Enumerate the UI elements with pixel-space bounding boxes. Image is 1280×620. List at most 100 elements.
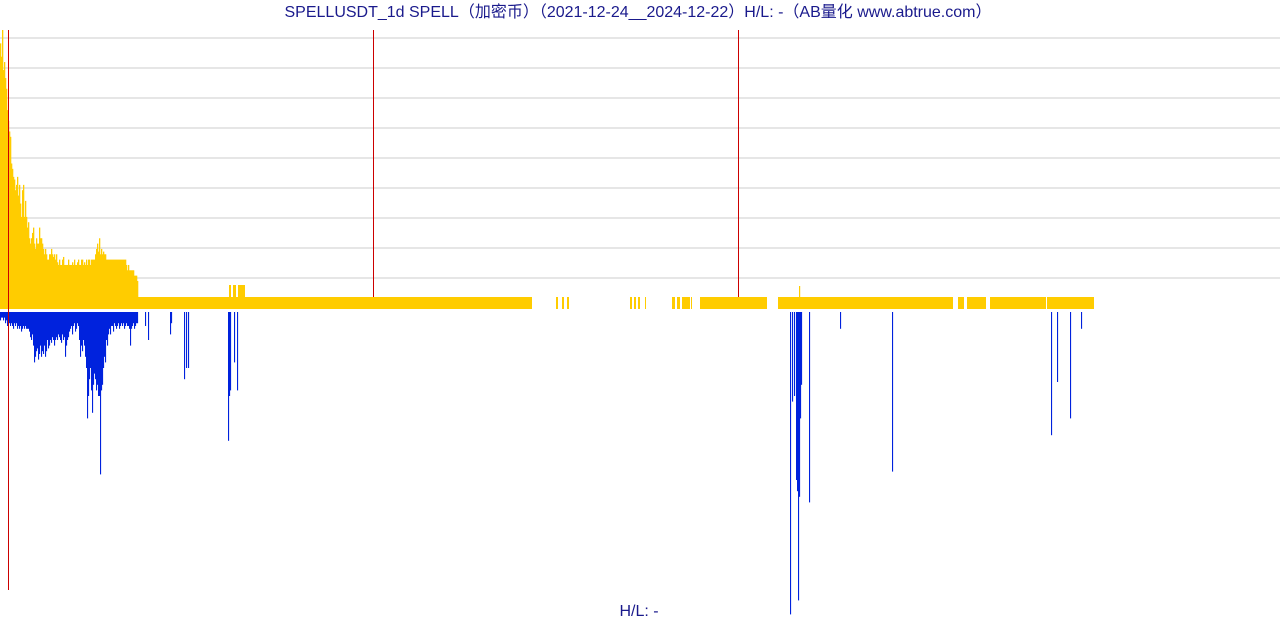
upper-bar (103, 251, 105, 297)
upper-bar (102, 254, 104, 297)
lower-bar (90, 312, 92, 368)
upper-bar (136, 275, 138, 297)
upper-bar (33, 227, 35, 297)
lower-bar (67, 312, 69, 340)
upper-bar (120, 259, 122, 297)
lower-bar (14, 312, 16, 324)
upper-bar (13, 176, 15, 297)
lower-bar (83, 312, 85, 340)
lower-bar (5, 312, 7, 324)
upper-bar (71, 264, 73, 297)
band-segment (567, 297, 569, 309)
upper-bar (2, 30, 4, 297)
grid-lines (0, 37, 1280, 279)
upper-bar (121, 259, 123, 297)
lower-bar (91, 312, 93, 391)
lower-bar (797, 312, 799, 492)
upper-bar (46, 254, 48, 297)
lower-bar (110, 312, 112, 335)
band-segment (634, 297, 636, 309)
upper-bar (24, 216, 26, 297)
upper-bar (135, 275, 137, 297)
upper-bar (114, 259, 116, 297)
lower-bar (1081, 312, 1083, 329)
upper-bar (18, 195, 20, 297)
upper-bar (96, 248, 98, 297)
lower-bar (792, 312, 794, 402)
upper-bar (80, 264, 82, 297)
upper-bar (118, 259, 120, 297)
lower-bar (24, 312, 26, 329)
lower-bar (2, 312, 4, 318)
upper-bar (60, 264, 62, 297)
lower-bar (171, 312, 173, 324)
upper-bar (14, 179, 16, 297)
lower-bar (1057, 312, 1059, 382)
upper-bar (57, 262, 59, 297)
lower-bar (6, 312, 8, 321)
upper-bar (72, 262, 74, 297)
upper-bar (89, 259, 91, 297)
upper-bar (125, 259, 127, 297)
lower-bar (10, 312, 12, 326)
upper-bar (37, 243, 39, 297)
upper-bar (15, 190, 17, 297)
upper-bar (92, 259, 94, 297)
lower-bar (799, 312, 801, 497)
lower-bar (29, 312, 31, 332)
upper-bar (100, 254, 102, 297)
lower-bar (145, 312, 147, 326)
upper-bar (128, 264, 130, 297)
lower-bar (66, 312, 68, 346)
lower-bar (17, 312, 19, 329)
upper-bar (4, 62, 6, 297)
lower-bar (127, 312, 129, 326)
upper-bar (73, 264, 75, 297)
lower-bar (35, 312, 37, 357)
lower-bar (111, 312, 113, 326)
upper-bar (16, 184, 18, 297)
lower-bar (34, 312, 36, 363)
upper-bar (38, 243, 40, 297)
upper-bar (107, 259, 109, 297)
lower-bar (88, 312, 90, 396)
band-segment (638, 297, 640, 309)
lower-bar (39, 312, 41, 354)
lower-bar (33, 312, 35, 346)
upper-bar (87, 264, 89, 297)
band-segment (556, 297, 558, 309)
lower-bar (104, 312, 106, 357)
upper-bar (86, 259, 88, 297)
lower-bar (113, 312, 115, 332)
upper-bar (45, 248, 47, 297)
lower-bar (87, 312, 89, 419)
lower-bar (122, 312, 124, 326)
lower-bar (54, 312, 56, 346)
lower-bar (798, 312, 800, 601)
upper-bar (74, 259, 76, 297)
upper-bar (101, 248, 103, 297)
lower-bar (57, 312, 59, 340)
band-segment (238, 285, 245, 297)
lower-bar (100, 312, 102, 475)
lower-bar (109, 312, 111, 329)
lower-bar (105, 312, 107, 363)
upper-bar (63, 256, 65, 297)
lower-bar (112, 312, 114, 326)
lower-bar (38, 312, 40, 360)
band-segment (682, 297, 690, 309)
upper-bar (44, 254, 46, 297)
lower-bar (126, 312, 128, 324)
band-segment (672, 297, 675, 309)
lower-bar (58, 312, 60, 335)
band-segment (691, 297, 692, 309)
lower-bar (129, 312, 131, 329)
upper-bar (66, 264, 68, 297)
lower-bar (131, 312, 133, 329)
lower-bar (7, 312, 9, 326)
lower-bar (13, 312, 15, 329)
lower-bar (107, 312, 109, 346)
lower-bar (132, 312, 134, 326)
upper-bar (79, 264, 81, 297)
lower-bar (70, 312, 72, 329)
